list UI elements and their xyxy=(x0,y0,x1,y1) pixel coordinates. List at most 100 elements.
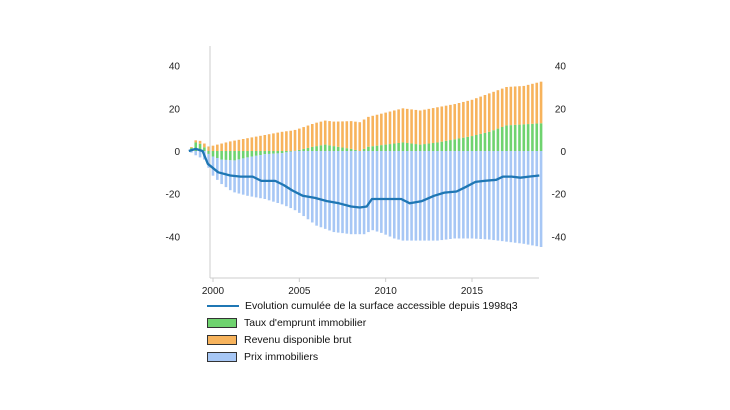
bar-revenu-disponible xyxy=(328,121,331,146)
bar-revenu-disponible xyxy=(500,88,504,127)
bars-taux-emprunt xyxy=(190,123,543,161)
bar-prix-immobiliers xyxy=(405,151,409,241)
series-line-surface-accessible xyxy=(188,147,540,209)
bar-taux-emprunt xyxy=(453,139,457,151)
bar-taux-emprunt xyxy=(216,151,219,159)
bar-revenu-disponible xyxy=(190,147,193,148)
bar-taux-emprunt xyxy=(354,149,357,151)
bar-taux-emprunt xyxy=(233,151,236,161)
bar-revenu-disponible xyxy=(380,113,383,146)
bar-taux-emprunt xyxy=(198,143,202,151)
bar-revenu-disponible xyxy=(315,122,318,147)
legend-swatch-revenu xyxy=(207,334,237,345)
bar-revenu-disponible xyxy=(410,109,413,144)
bar-revenu-disponible xyxy=(479,96,482,134)
bar-taux-emprunt xyxy=(449,140,452,151)
bar-taux-emprunt xyxy=(500,127,504,151)
bar-revenu-disponible xyxy=(323,120,327,145)
bar-revenu-disponible xyxy=(457,103,461,139)
bar-prix-immobiliers xyxy=(358,151,362,235)
bar-prix-immobiliers xyxy=(496,151,500,241)
bar-taux-emprunt xyxy=(440,141,444,151)
bar-taux-emprunt xyxy=(431,143,435,151)
bar-revenu-disponible xyxy=(483,95,487,133)
bar-revenu-disponible xyxy=(228,141,232,151)
bar-taux-emprunt xyxy=(535,123,539,151)
bar-prix-immobiliers xyxy=(380,151,383,233)
bar-revenu-disponible xyxy=(272,133,275,151)
bar-revenu-disponible xyxy=(475,98,478,135)
bar-prix-immobiliers xyxy=(211,156,215,176)
x-tick-label: 2005 xyxy=(288,286,311,297)
legend-swatch-taux xyxy=(207,317,237,328)
bar-prix-immobiliers xyxy=(526,151,530,245)
bar-taux-emprunt xyxy=(349,148,353,151)
bar-prix-immobiliers xyxy=(375,151,379,232)
bar-taux-emprunt xyxy=(224,151,228,160)
bar-prix-immobiliers xyxy=(457,151,461,239)
bar-revenu-disponible xyxy=(259,135,262,151)
bar-revenu-disponible xyxy=(289,130,292,151)
y-tick-label-left: -40 xyxy=(166,232,181,243)
bar-prix-immobiliers xyxy=(535,151,539,247)
bar-taux-emprunt xyxy=(397,143,400,151)
bar-taux-emprunt xyxy=(362,148,366,151)
bar-prix-immobiliers xyxy=(198,151,202,158)
y-tick-label-right: 20 xyxy=(555,104,567,115)
bar-revenu-disponible xyxy=(535,82,539,124)
bar-revenu-disponible xyxy=(466,100,469,137)
bar-revenu-disponible xyxy=(496,90,500,129)
bar-taux-emprunt xyxy=(319,145,323,151)
bar-revenu-disponible xyxy=(444,105,448,141)
legend-item-line: Evolution cumulée de la surface accessib… xyxy=(207,297,518,314)
bar-taux-emprunt xyxy=(522,124,526,151)
bar-revenu-disponible xyxy=(405,108,409,143)
bar-taux-emprunt xyxy=(371,146,375,151)
legend-item-taux: Taux d'emprunt immobilier xyxy=(207,314,518,331)
bar-prix-immobiliers xyxy=(336,151,340,233)
legend: Evolution cumulée de la surface accessib… xyxy=(207,297,518,365)
bar-taux-emprunt xyxy=(276,151,280,154)
bar-revenu-disponible xyxy=(414,109,418,145)
bar-prix-immobiliers xyxy=(259,155,262,199)
bar-prix-immobiliers xyxy=(293,151,297,211)
bar-prix-immobiliers xyxy=(388,151,392,237)
bar-prix-immobiliers xyxy=(345,151,349,234)
bar-prix-immobiliers xyxy=(328,151,331,231)
bar-taux-emprunt xyxy=(237,151,241,160)
bar-revenu-disponible xyxy=(513,86,517,125)
bar-taux-emprunt xyxy=(228,151,232,161)
bars-revenu-disponible xyxy=(190,81,543,151)
bar-taux-emprunt xyxy=(341,147,344,151)
bar-prix-immobiliers xyxy=(371,151,375,231)
bar-taux-emprunt xyxy=(332,146,336,151)
y-tick-label-right: 40 xyxy=(555,62,567,73)
bar-taux-emprunt xyxy=(211,151,215,157)
bar-revenu-disponible xyxy=(241,139,245,151)
bar-prix-immobiliers xyxy=(475,151,478,239)
bar-taux-emprunt xyxy=(323,144,327,151)
bar-taux-emprunt xyxy=(423,144,426,151)
bar-revenu-disponible xyxy=(539,81,543,124)
x-ticks: 2000 2005 2010 2015 xyxy=(202,278,484,297)
legend-label: Evolution cumulée de la surface accessib… xyxy=(245,299,518,312)
bar-prix-immobiliers xyxy=(393,151,396,239)
bar-prix-immobiliers xyxy=(323,151,327,229)
bar-taux-emprunt xyxy=(254,151,258,156)
x-tick-label: 2015 xyxy=(461,286,484,297)
bar-revenu-disponible xyxy=(384,112,387,145)
bar-revenu-disponible xyxy=(362,119,366,149)
bar-prix-immobiliers xyxy=(449,151,452,239)
bar-taux-emprunt xyxy=(310,146,314,151)
bar-prix-immobiliers xyxy=(492,151,495,241)
bar-revenu-disponible xyxy=(462,101,465,138)
bar-revenu-disponible xyxy=(367,116,370,147)
bar-taux-emprunt xyxy=(513,124,517,151)
bar-prix-immobiliers xyxy=(423,151,426,241)
bar-taux-emprunt xyxy=(280,151,284,154)
bar-revenu-disponible xyxy=(285,131,288,151)
bar-revenu-disponible xyxy=(401,108,405,143)
legend-item-revenu: Revenu disponible brut xyxy=(207,331,518,348)
y-tick-label-left: 0 xyxy=(174,147,180,158)
bar-taux-emprunt xyxy=(336,146,340,151)
